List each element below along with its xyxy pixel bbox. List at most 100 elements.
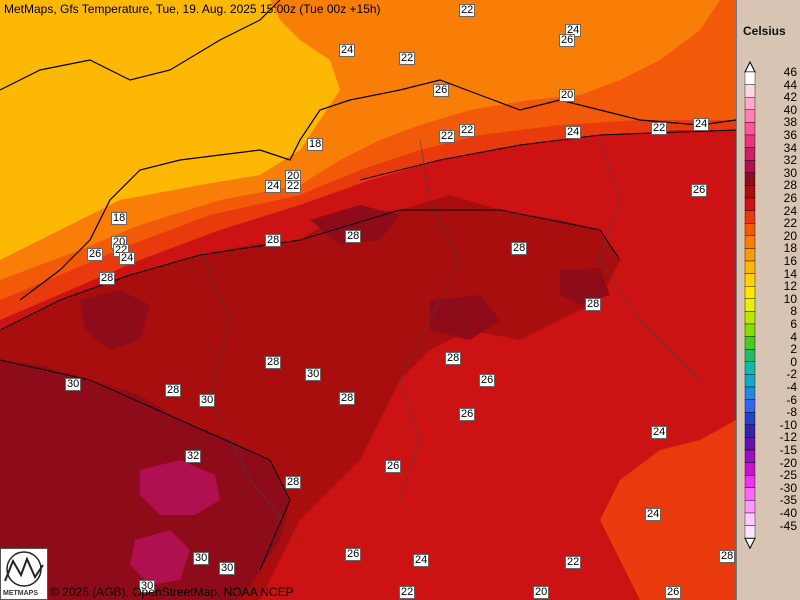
legend-labels: 46 44 42 40 38 36 34 32 30 28 26 24 22 20 18 16 14 12 10 8 6… [737,0,800,600]
logo-icon [4,551,44,587]
legend-label: 44 [783,77,797,92]
contour-label: 28 [265,234,282,247]
legend-label: -20 [779,455,797,470]
legend-label: 26 [783,191,797,205]
metmaps-logo: METMAPS [0,548,48,600]
contour-label: 22 [459,124,476,137]
contour-label: 28 [445,352,462,365]
legend-label: -12 [779,430,797,445]
legend-label: -15 [779,443,797,457]
contour-label: 22 [399,52,416,65]
legend-label: -30 [779,480,797,495]
contour-label: 24 [119,252,136,265]
temp-zone-32 [140,460,220,515]
contour-label: 22 [399,586,416,599]
contour-label: 30 [139,580,156,593]
legend-label: 24 [783,203,797,218]
legend-label: 28 [783,178,797,193]
contour-label: 24 [565,126,582,139]
contour-label: 28 [99,272,116,285]
legend-label: -10 [779,417,797,432]
contour-label: 26 [559,34,576,47]
temp-zone-30 [310,205,400,245]
legend-label: 32 [783,153,797,168]
legend-label: 2 [790,342,797,357]
contour-label: 24 [339,44,356,57]
contour-line [0,129,736,571]
contour-label: 28 [265,356,282,369]
temp-zone-30 [430,295,500,340]
contour-label: 28 [719,550,736,563]
contour-label: 28 [345,230,362,243]
contour-label: 24 [413,554,430,567]
contour-label: 18 [111,212,128,225]
legend-label: 18 [783,241,797,256]
logo-text: METMAPS [3,590,38,597]
copyright-text: © 2025 (AGB), OpenStreetMap, NOAA NCEP [50,585,294,599]
legend-label: -45 [779,518,797,533]
legend-label: -25 [779,468,797,483]
legend-label: -35 [779,493,797,508]
contour-label: 24 [645,508,662,521]
temperature-map [0,0,736,600]
legend-label: 22 [783,216,797,231]
legend-label: 6 [790,317,797,331]
contour-label: 26 [665,586,682,599]
legend-label: 40 [783,102,797,117]
contour-label: 30 [305,368,322,381]
contour-label: 22 [651,122,668,135]
contour-label: 22 [285,180,302,193]
contour-label: 26 [691,184,708,197]
legend-label: 4 [790,329,797,344]
contour-label: 26 [459,408,476,421]
contour-label: 26 [345,548,362,561]
contour-label: 28 [511,242,528,255]
legend-label: 12 [783,279,797,294]
temp-zone-30 [560,268,610,305]
contour-label: 24 [265,180,282,193]
coastline [0,0,736,301]
contour-label: 26 [433,84,450,97]
legend-label: 8 [790,304,797,319]
legend-label: 34 [783,140,797,155]
legend-label: -8 [786,405,797,420]
temp-zone-30 [80,290,150,350]
contour-label: 26 [479,374,496,387]
legend-label: 20 [783,228,797,243]
legend-label: 38 [783,115,797,130]
contour-label: 28 [285,476,302,489]
map-title: MetMaps, Gfs Temperature, Tue, 19. Aug. … [4,2,381,16]
legend-label: 46 [783,65,797,79]
contour-label: 18 [307,138,324,151]
temp-zone-32 [130,530,190,585]
contour-label: 28 [339,392,356,405]
contour-label: 20 [533,586,550,599]
legend-label: -40 [779,506,797,520]
contour-label: 28 [585,298,602,311]
contour-label: 24 [693,118,710,131]
contour-label: 22 [565,556,582,569]
contour-label: 30 [199,394,216,407]
legend-label: -4 [786,380,797,394]
legend-label: 16 [783,254,797,268]
contour-label: 24 [651,426,668,439]
legend-label: 14 [783,266,797,281]
legend-label: 10 [783,291,797,306]
contour-label: 26 [385,460,402,473]
contour-label: 20 [559,89,576,102]
contour-label: 30 [65,378,82,391]
contour-label: 32 [185,450,202,463]
contour-label: 30 [193,552,210,565]
legend-label: 42 [783,90,797,105]
legend-label: -6 [786,392,797,407]
legend-label: 36 [783,128,797,142]
legend-label: 0 [790,354,797,369]
legend-arrow-down [744,537,756,550]
contour-label: 28 [165,384,182,397]
contour-label: 22 [439,130,456,143]
color-legend: Celsius 46 44 42 40 38 36 34 32 30 28 26 24 22 20 18 16… [736,0,800,600]
legend-label: 30 [783,165,797,180]
contour-label: 30 [219,562,236,575]
contour-label: 22 [459,4,476,17]
